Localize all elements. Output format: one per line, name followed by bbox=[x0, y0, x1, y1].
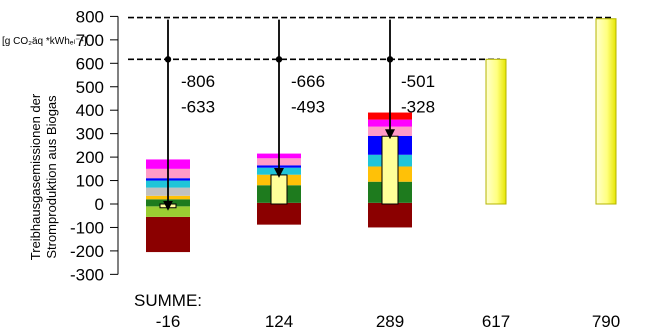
bar-segment bbox=[257, 202, 301, 225]
sum-labels: -16 124 289 617 790 bbox=[156, 312, 620, 329]
y-tick-label: -300 bbox=[70, 265, 104, 284]
net-bar bbox=[381, 135, 399, 205]
unit-label: [g CO₂äq *kWhₑₗ⁻¹] bbox=[2, 36, 87, 47]
annotation-lower: -328 bbox=[401, 98, 435, 117]
sum-value: 790 bbox=[592, 312, 620, 329]
sum-value: 289 bbox=[376, 312, 404, 329]
bar-segment bbox=[146, 206, 190, 217]
reference-lines bbox=[128, 16, 612, 61]
bars bbox=[146, 18, 617, 253]
y-tick-label: 700 bbox=[76, 31, 104, 50]
sum-value: -16 bbox=[156, 312, 181, 329]
bar-segment bbox=[146, 216, 190, 253]
y-axis-label-line1: Treibhausgasemissionen der bbox=[28, 93, 43, 260]
annotations: -806 -633 -666 -493 -501 -328 bbox=[181, 72, 435, 117]
sum-value: 617 bbox=[482, 312, 510, 329]
reference-bar bbox=[595, 18, 617, 205]
y-tick-label: 200 bbox=[76, 148, 104, 167]
annotation-upper: -666 bbox=[291, 72, 325, 91]
bar-segment bbox=[368, 202, 412, 228]
arrows bbox=[163, 19, 395, 211]
unit-label-text: [g CO₂äq *kWhₑₗ⁻¹] bbox=[2, 36, 87, 47]
annotation-lower: -493 bbox=[291, 98, 325, 117]
net-bar bbox=[270, 174, 288, 205]
y-tick-label: 400 bbox=[76, 101, 104, 120]
summe-label: SUMME: bbox=[134, 291, 202, 310]
sum-value: 124 bbox=[265, 312, 293, 329]
arrow-node bbox=[164, 56, 172, 63]
y-tick-label: 100 bbox=[76, 172, 104, 191]
y-tick-label: -100 bbox=[70, 218, 104, 237]
annotation-upper: -806 bbox=[181, 72, 215, 91]
reference-bar bbox=[485, 58, 507, 205]
annotation-lower: -633 bbox=[181, 98, 215, 117]
y-tick-label: 800 bbox=[76, 7, 104, 26]
y-tick-label: 300 bbox=[76, 125, 104, 144]
y-tick-label: -200 bbox=[70, 242, 104, 261]
y-tick-label: 600 bbox=[76, 54, 104, 73]
y-axis-label-line2: Stromproduktion aus Biogas bbox=[44, 95, 59, 259]
arrow-node bbox=[386, 56, 394, 63]
annotation-upper: -501 bbox=[401, 72, 435, 91]
y-tick-label: 500 bbox=[76, 78, 104, 97]
y-axis: -300 -200 -100 0 100 200 300 400 500 600 700 800 bbox=[70, 7, 119, 284]
y-tick-label: 0 bbox=[95, 195, 104, 214]
arrow-node bbox=[275, 56, 283, 63]
